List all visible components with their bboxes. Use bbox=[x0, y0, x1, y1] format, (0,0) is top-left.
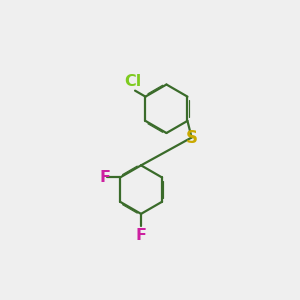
Text: S: S bbox=[186, 128, 198, 146]
Text: F: F bbox=[99, 170, 110, 185]
Text: Cl: Cl bbox=[124, 74, 142, 89]
Text: F: F bbox=[136, 228, 146, 243]
